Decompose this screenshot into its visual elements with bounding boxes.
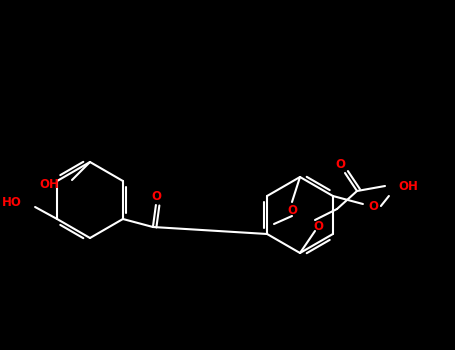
- Text: O: O: [335, 159, 345, 172]
- Text: O: O: [287, 203, 297, 217]
- Text: O: O: [368, 199, 378, 212]
- Text: OH: OH: [398, 180, 418, 193]
- Text: OH: OH: [39, 178, 59, 191]
- Text: HO: HO: [2, 196, 22, 209]
- Text: O: O: [151, 190, 161, 203]
- Text: O: O: [313, 219, 323, 232]
